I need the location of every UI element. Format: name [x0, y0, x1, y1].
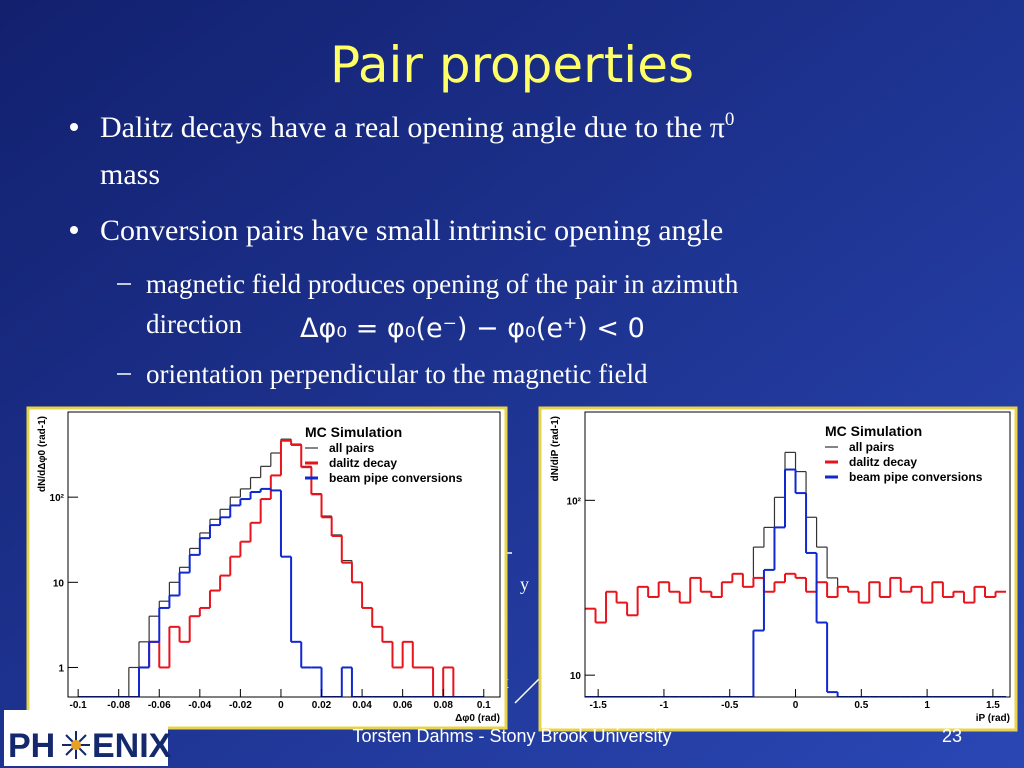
x-tick-label: 0 — [278, 700, 284, 711]
y-axis-label: dN/diP (rad-1) — [550, 416, 561, 481]
x-tick-label: 1.5 — [986, 700, 1000, 711]
x-axis-label: Δφ0 (rad) — [455, 713, 500, 724]
legend-title: MC Simulation — [825, 423, 922, 439]
logo-text: ENIX — [92, 727, 172, 765]
x-tick-label: -1 — [659, 700, 668, 711]
bullet-continuation: mass — [100, 158, 160, 191]
plot-area — [78, 438, 484, 697]
x-tick-label: 0.5 — [854, 700, 868, 711]
x-axis-label: iP (rad) — [976, 713, 1010, 724]
chart-panel — [26, 406, 508, 730]
sub-bullet-continuation: direction — [146, 309, 242, 339]
plot-area — [585, 451, 1007, 697]
y-tick-label: 10² — [567, 496, 582, 507]
plot-frame — [584, 411, 1011, 698]
footer: Torsten Dahms - Stony Brook University — [352, 726, 671, 746]
slide-title: Pair properties — [330, 36, 694, 94]
axis-hint: y — [520, 574, 529, 594]
equation: Δφ₀ = φ₀(e⁻) − φ₀(e⁺) < 0 — [300, 313, 645, 344]
x-tick-label: 0.06 — [393, 700, 413, 711]
legend-label: beam pipe conversions — [329, 471, 463, 485]
legend-label: all pairs — [329, 441, 375, 455]
hint-arrow — [514, 677, 541, 704]
x-tick-label: 0.02 — [312, 700, 332, 711]
legend-label: dalitz decay — [329, 456, 397, 470]
chart: -1.5 -1 -0.5 0 0.5 1 1.5 10 10² iP (rad) dN/diP (r… — [538, 406, 1018, 732]
chart-panel — [538, 406, 1018, 732]
bullet-dot — [70, 123, 78, 131]
x-tick-label: -0.08 — [107, 700, 130, 711]
logo-star — [62, 731, 90, 759]
bullet-dot — [70, 226, 78, 234]
legend-label: all pairs — [849, 440, 895, 454]
legend-label: beam pipe conversions — [849, 470, 983, 484]
legend-title: MC Simulation — [305, 424, 402, 440]
logo-text: PH — [8, 727, 55, 765]
x-tick-label: -0.1 — [70, 700, 88, 711]
x-tick-label: -0.06 — [148, 700, 171, 711]
sub-bullet-text: magnetic field produces opening of the p… — [146, 269, 739, 299]
bullet-text: Conversion pairs have small intrinsic op… — [100, 214, 723, 247]
bullet-text-main: Dalitz decays have a real opening angle … — [100, 111, 725, 144]
logo-box — [4, 710, 168, 766]
sub-bullet-text: orientation perpendicular to the magneti… — [146, 359, 648, 389]
page-number: 23 — [942, 726, 962, 746]
x-tick-label: -0.02 — [229, 700, 252, 711]
x-tick-label: 0.08 — [433, 700, 453, 711]
x-tick-label: 0.1 — [477, 700, 491, 711]
y-axis-label: dN/dΔφ0 (rad-1) — [37, 416, 48, 492]
legend-label: dalitz decay — [849, 455, 917, 469]
x-tick-label: 0 — [793, 700, 799, 711]
y-tick-label: 10² — [50, 493, 65, 504]
y-tick-label: 10 — [53, 578, 65, 589]
charts: -0.1 -0.08 -0.06 -0.04 -0.02 0 0.02 0.04 0.06 0.0… — [26, 406, 1018, 732]
y-tick-label: 10 — [570, 671, 582, 682]
x-tick-label: -1.5 — [590, 700, 608, 711]
chart: -0.1 -0.08 -0.06 -0.04 -0.02 0 0.02 0.04 0.06 0.0… — [26, 406, 508, 730]
y-tick-label: 1 — [58, 663, 64, 674]
x-tick-label: -0.04 — [188, 700, 211, 711]
bullet-text: Dalitz decays have a real opening angle … — [100, 109, 734, 144]
x-tick-label: 1 — [924, 700, 930, 711]
x-tick-label: -0.5 — [721, 700, 739, 711]
x-tick-label: 0.04 — [352, 700, 372, 711]
plot-frame — [67, 411, 501, 698]
superscript: 0 — [725, 109, 735, 130]
